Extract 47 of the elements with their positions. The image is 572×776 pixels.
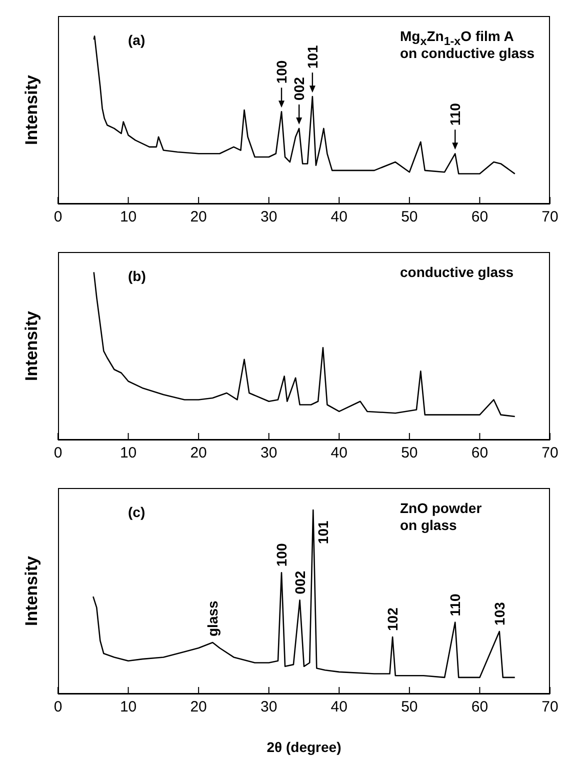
annotation: on conductive glass xyxy=(400,45,535,62)
annotation: 100 xyxy=(274,60,290,84)
x-tick-label: 30 xyxy=(260,444,278,462)
x-tick-label: 0 xyxy=(54,208,62,226)
y-axis-title: Intensity xyxy=(22,556,42,626)
annotation: 110 xyxy=(447,593,464,616)
x-tick-label: 40 xyxy=(330,444,348,462)
annotation: 100 xyxy=(274,543,290,567)
x-tick-label: 10 xyxy=(120,208,137,226)
annotation: 002 xyxy=(291,76,308,100)
x-tick-label: 70 xyxy=(542,698,558,716)
y-axis-title: Intensity xyxy=(22,311,42,381)
x-tick-label: 60 xyxy=(471,444,488,462)
x-tick-label: 0 xyxy=(54,444,62,462)
x-tick-label: 50 xyxy=(401,444,418,462)
y-axis-title: Intensity xyxy=(22,75,42,145)
x-tick-label: 20 xyxy=(190,698,207,716)
x-tick-label: 20 xyxy=(190,208,207,226)
x-tick-label: 0 xyxy=(54,698,62,716)
annotation: 110 xyxy=(447,102,464,126)
annotation: (c) xyxy=(128,504,146,520)
annotation: on glass xyxy=(400,517,457,534)
annotation: (a) xyxy=(128,32,146,48)
annotation: 103 xyxy=(491,602,508,626)
x-tick-label: 60 xyxy=(471,208,488,226)
x-tick-label: 10 xyxy=(120,698,137,716)
x-tick-label: 50 xyxy=(401,208,418,226)
x-tick-label: 10 xyxy=(120,444,137,462)
annotation: 102 xyxy=(384,607,401,631)
x-tick-label: 40 xyxy=(330,208,348,226)
x-axis-title: 2θ (degree) xyxy=(266,739,342,755)
annotation: 101 xyxy=(304,45,320,69)
x-tick-label: 50 xyxy=(401,698,418,716)
x-tick-label: 40 xyxy=(330,698,348,716)
x-tick-label: 60 xyxy=(471,698,488,716)
x-tick-label: 70 xyxy=(542,444,558,462)
annotation: Mg$_{x}$Zn$_{1-x}$O film A xyxy=(400,28,514,48)
annotation: glass xyxy=(204,600,221,636)
annotation: conductive glass xyxy=(400,264,514,281)
annotation: 002 xyxy=(292,570,308,594)
x-tick-label: 70 xyxy=(542,208,558,226)
annotation: ZnO powder xyxy=(400,500,482,517)
x-tick-label: 30 xyxy=(260,698,278,716)
annotation: 101 xyxy=(315,520,332,544)
annotation: (b) xyxy=(128,268,146,284)
x-tick-label: 30 xyxy=(260,208,278,226)
x-tick-label: 20 xyxy=(190,444,207,462)
